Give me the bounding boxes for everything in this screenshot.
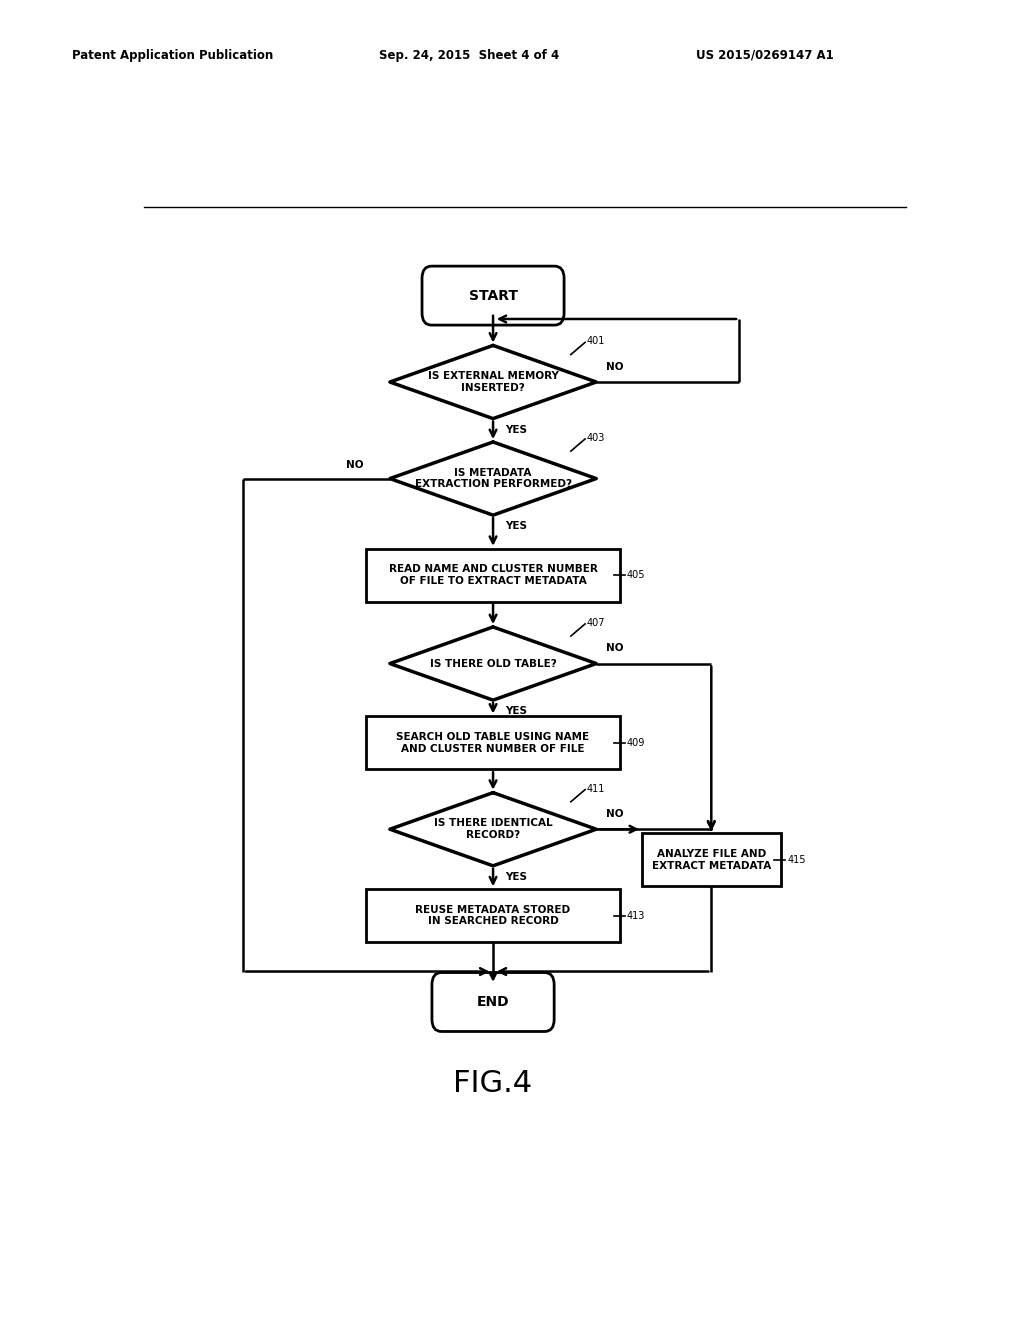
- Text: 411: 411: [587, 784, 605, 793]
- Text: YES: YES: [505, 706, 527, 717]
- Text: ANALYZE FILE AND
EXTRACT METADATA: ANALYZE FILE AND EXTRACT METADATA: [651, 849, 771, 870]
- Text: NO: NO: [346, 461, 364, 470]
- Polygon shape: [390, 346, 596, 418]
- Text: START: START: [469, 289, 517, 302]
- Text: IS EXTERNAL MEMORY
INSERTED?: IS EXTERNAL MEMORY INSERTED?: [428, 371, 558, 393]
- Text: IS METADATA
EXTRACTION PERFORMED?: IS METADATA EXTRACTION PERFORMED?: [415, 467, 571, 490]
- Text: YES: YES: [505, 521, 527, 532]
- Polygon shape: [390, 442, 596, 515]
- Text: YES: YES: [505, 873, 527, 882]
- Text: FIG.4: FIG.4: [454, 1069, 532, 1098]
- Text: IS THERE IDENTICAL
RECORD?: IS THERE IDENTICAL RECORD?: [434, 818, 552, 840]
- Polygon shape: [390, 792, 596, 866]
- Text: 413: 413: [627, 911, 645, 920]
- FancyBboxPatch shape: [367, 717, 621, 770]
- Text: NO: NO: [606, 809, 624, 818]
- Text: Sep. 24, 2015  Sheet 4 of 4: Sep. 24, 2015 Sheet 4 of 4: [379, 49, 559, 62]
- Text: REUSE METADATA STORED
IN SEARCHED RECORD: REUSE METADATA STORED IN SEARCHED RECORD: [416, 904, 570, 927]
- FancyBboxPatch shape: [367, 549, 621, 602]
- Text: US 2015/0269147 A1: US 2015/0269147 A1: [696, 49, 835, 62]
- FancyBboxPatch shape: [432, 973, 554, 1031]
- Text: NO: NO: [606, 643, 624, 653]
- Text: READ NAME AND CLUSTER NUMBER
OF FILE TO EXTRACT METADATA: READ NAME AND CLUSTER NUMBER OF FILE TO …: [389, 565, 597, 586]
- Text: 407: 407: [587, 618, 605, 628]
- FancyBboxPatch shape: [422, 267, 564, 325]
- Text: 401: 401: [587, 337, 605, 346]
- Text: NO: NO: [606, 362, 624, 372]
- Text: SEARCH OLD TABLE USING NAME
AND CLUSTER NUMBER OF FILE: SEARCH OLD TABLE USING NAME AND CLUSTER …: [396, 733, 590, 754]
- Text: IS THERE OLD TABLE?: IS THERE OLD TABLE?: [430, 659, 556, 668]
- Text: 403: 403: [587, 433, 605, 444]
- Text: Patent Application Publication: Patent Application Publication: [72, 49, 273, 62]
- Text: END: END: [477, 995, 509, 1008]
- Text: YES: YES: [505, 425, 527, 434]
- Text: 405: 405: [627, 570, 645, 579]
- Polygon shape: [390, 627, 596, 700]
- Text: 409: 409: [627, 738, 645, 748]
- FancyBboxPatch shape: [642, 833, 780, 886]
- FancyBboxPatch shape: [367, 890, 621, 942]
- Text: 415: 415: [787, 855, 806, 865]
